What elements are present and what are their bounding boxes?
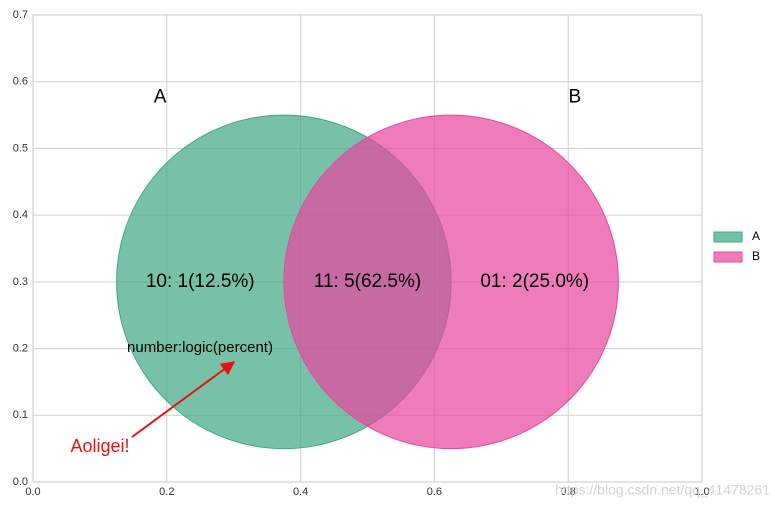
x-tick-label: 0.2	[159, 486, 174, 498]
set-circle	[283, 114, 619, 450]
annotation-arrow	[131, 361, 236, 438]
region-label: 10: 1(12.5%)	[146, 271, 255, 292]
axes-frame	[32, 14, 703, 483]
x-tick-label: 1.0	[694, 486, 709, 498]
region-label: 01: 2(25.0%)	[480, 271, 589, 292]
y-tick-label: 0.6	[13, 76, 28, 88]
watermark: https://blog.csdn.net/qq_41478261	[555, 482, 770, 498]
x-tick-label: 0.6	[427, 486, 442, 498]
y-tick-label: 0.0	[13, 476, 28, 488]
x-tick-label: 0.0	[25, 486, 40, 498]
y-tick-label: 0.5	[13, 142, 28, 154]
legend-label: A	[752, 229, 760, 243]
legend-swatch	[713, 251, 743, 263]
x-tick-label: 0.8	[561, 486, 576, 498]
y-tick-label: 0.1	[13, 409, 28, 421]
y-tick-label: 0.2	[13, 342, 28, 354]
legend-label: B	[752, 249, 760, 263]
set-label: B	[569, 87, 582, 108]
annotation: Aoligei!	[70, 436, 129, 456]
region-label: 11: 5(62.5%)	[314, 271, 421, 292]
y-tick-label: 0.7	[13, 9, 28, 21]
x-tick-label: 0.4	[293, 486, 308, 498]
annotation-note: number:logic(percent)	[127, 339, 273, 356]
y-tick-label: 0.3	[13, 276, 28, 288]
y-tick-label: 0.4	[13, 209, 28, 221]
legend-swatch	[713, 231, 743, 243]
set-label: A	[154, 87, 167, 108]
